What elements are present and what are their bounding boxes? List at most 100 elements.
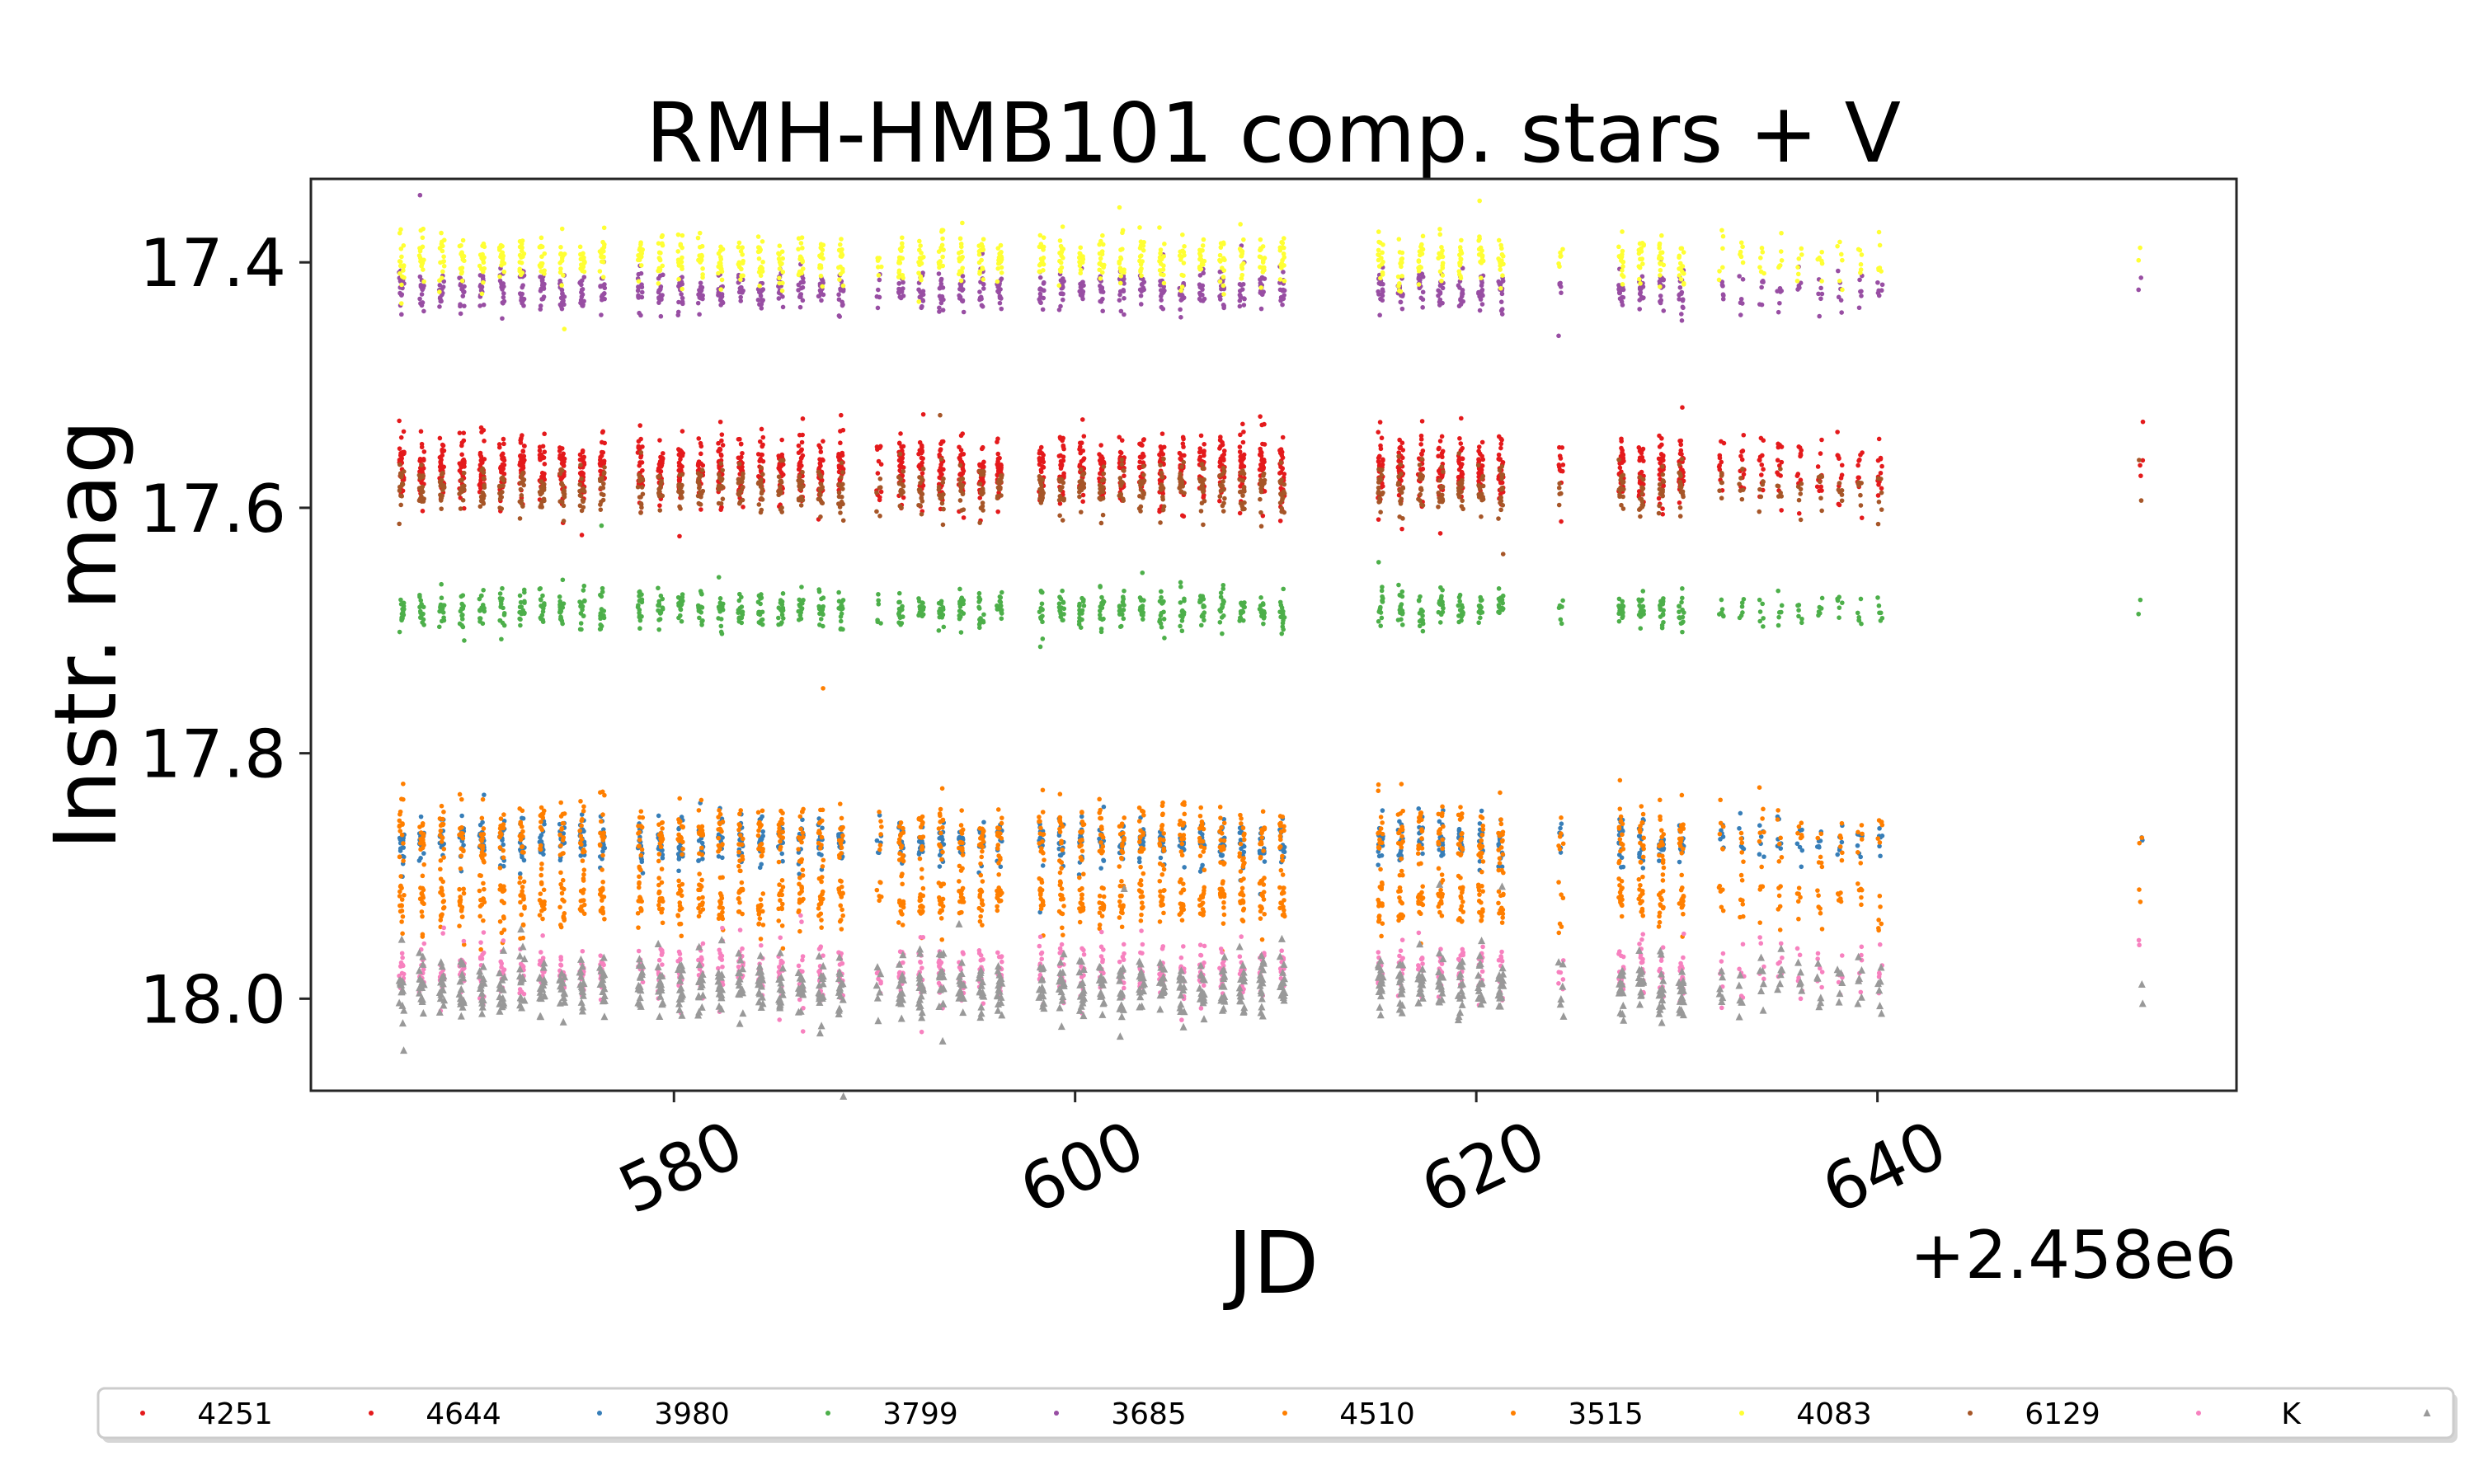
- data-point: [1158, 855, 1164, 861]
- data-point: [540, 619, 546, 624]
- data-point: [961, 309, 967, 315]
- data-point: [677, 533, 682, 539]
- data-point: [400, 822, 405, 827]
- data-point: [397, 629, 402, 635]
- data-point: [1875, 595, 1880, 600]
- data-point: [420, 620, 425, 625]
- data-point: [1798, 453, 1804, 458]
- data-point: [1476, 457, 1481, 463]
- data-point: [1079, 279, 1085, 285]
- data-point: [560, 621, 565, 627]
- data-point: [698, 444, 704, 449]
- data-point: [736, 849, 741, 855]
- data-point: [819, 834, 825, 840]
- data-point: [1761, 624, 1766, 629]
- data-point: [981, 459, 986, 465]
- data-point: [1380, 599, 1385, 604]
- data-point: [421, 851, 426, 856]
- data-point: [1178, 453, 1184, 458]
- data-point: [1679, 312, 1684, 317]
- data-point: [821, 439, 825, 444]
- data-point: [995, 439, 999, 444]
- data-point: [1677, 615, 1682, 621]
- data-point: [559, 827, 564, 832]
- data-point: [1478, 594, 1483, 600]
- data-point: [518, 617, 523, 622]
- data-point: [1737, 274, 1742, 279]
- data-point: [1099, 617, 1105, 622]
- data-point: [538, 303, 543, 308]
- data-point: [441, 448, 447, 453]
- data-point: [1637, 307, 1642, 312]
- data-point: [957, 613, 962, 618]
- data-point: [1277, 599, 1283, 605]
- data-point: [1037, 831, 1043, 836]
- data-point: [995, 509, 1000, 514]
- data-point: [1858, 452, 1863, 458]
- data-point: [1815, 464, 1821, 469]
- data-point: [1237, 303, 1243, 309]
- data-point: [1876, 603, 1882, 608]
- data-point: [637, 874, 642, 880]
- data-point: [438, 298, 444, 303]
- data-point: [517, 875, 523, 881]
- data-point: [899, 845, 904, 850]
- data-point: [397, 811, 402, 817]
- data-point: [718, 507, 723, 512]
- data-point: [1637, 298, 1643, 303]
- data-point: [578, 621, 584, 626]
- data-point: [676, 844, 682, 850]
- data-point: [418, 814, 424, 819]
- data-point: [1397, 819, 1402, 824]
- data-point: [542, 431, 547, 437]
- data-point: [1419, 451, 1424, 457]
- data-point: [760, 434, 766, 440]
- data-point: [1796, 283, 1802, 289]
- data-point: [1456, 474, 1461, 480]
- data-point: [1061, 454, 1066, 459]
- data-point: [599, 312, 604, 317]
- data-point: [718, 623, 724, 629]
- data-point: [1098, 299, 1104, 304]
- data-point: [818, 617, 824, 622]
- data-point: [600, 867, 604, 872]
- data-point: [741, 505, 745, 510]
- data-point: [598, 611, 604, 616]
- data-point: [522, 444, 527, 448]
- data-point: [400, 449, 406, 455]
- data-point: [1738, 613, 1744, 618]
- data-point: [418, 429, 424, 434]
- data-point: [840, 303, 845, 308]
- data-point: [1817, 488, 1822, 494]
- data-point: [1680, 586, 1685, 591]
- data-point: [420, 469, 425, 475]
- data-point: [1559, 621, 1564, 627]
- data-point: [419, 444, 425, 450]
- data-point: [1437, 445, 1442, 451]
- data-point: [1379, 435, 1385, 441]
- data-point: [760, 452, 764, 458]
- data-point: [1121, 288, 1126, 293]
- data-point: [577, 828, 582, 834]
- data-point: [1259, 467, 1264, 473]
- data-point: [1160, 289, 1166, 295]
- data-point: [1121, 616, 1126, 622]
- data-point: [1477, 308, 1483, 313]
- data-point: [1680, 595, 1685, 601]
- data-point: [1794, 473, 1800, 479]
- data-point: [657, 617, 663, 622]
- data-point: [660, 460, 665, 466]
- data-point: [1757, 823, 1762, 828]
- data-point: [580, 603, 586, 609]
- data-point: [1259, 275, 1265, 280]
- data-point: [1101, 804, 1107, 810]
- data-point: [1277, 450, 1283, 456]
- data-point: [760, 829, 765, 834]
- data-point: [1717, 455, 1723, 461]
- data-point: [501, 471, 507, 477]
- data-point: [877, 847, 882, 852]
- data-point: [698, 797, 704, 803]
- data-point: [1100, 456, 1105, 461]
- data-point: [997, 599, 1003, 604]
- data-point: [1240, 602, 1246, 607]
